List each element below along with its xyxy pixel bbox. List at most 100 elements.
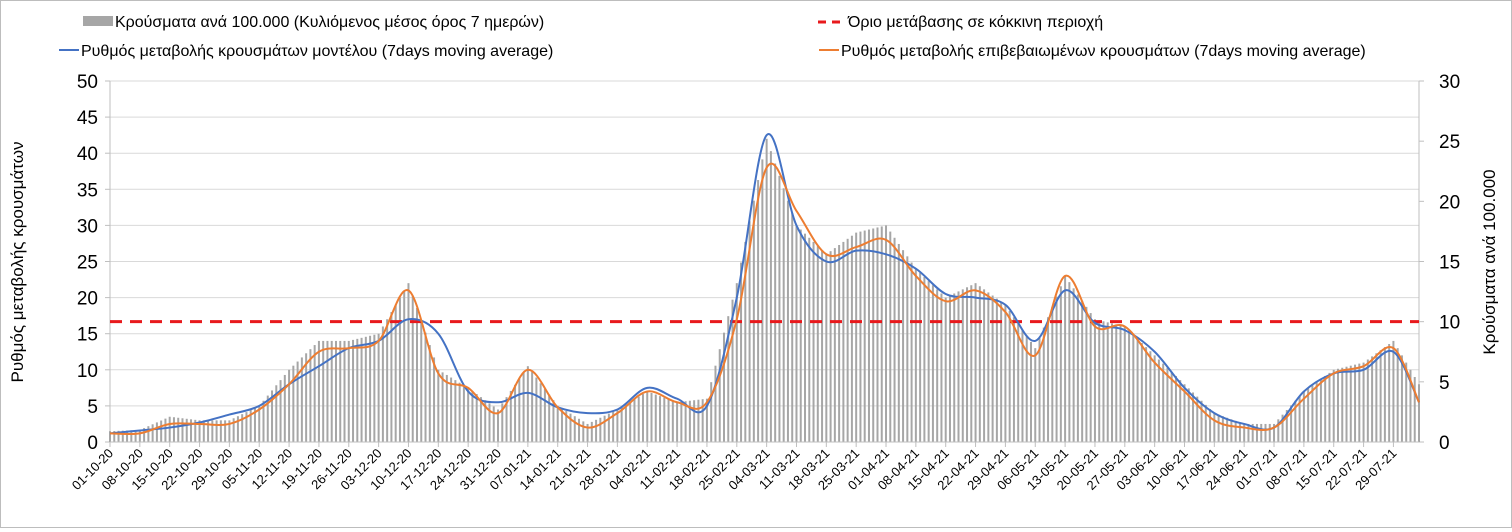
model-rate-line (109, 133, 1420, 435)
bar (1413, 377, 1416, 442)
bar (654, 394, 657, 442)
bar (1004, 304, 1007, 442)
bar (1247, 423, 1250, 442)
bar (1213, 413, 1216, 442)
legend-label-threshold: Όριο μετάβασης σε κόκκινη περιοχή (847, 14, 1103, 31)
y2-tick-label: 0 (1439, 433, 1450, 454)
bar (249, 410, 252, 442)
bar (578, 418, 581, 442)
bar (778, 175, 781, 443)
bar (172, 417, 175, 442)
bar (1234, 420, 1237, 442)
bar (663, 397, 666, 442)
bar (710, 382, 713, 442)
bar (829, 251, 832, 442)
bar (1196, 396, 1199, 442)
bar (1064, 275, 1067, 442)
y-tick-label: 15 (77, 325, 98, 346)
bar (995, 298, 998, 442)
bar (893, 237, 896, 442)
bar (151, 424, 154, 442)
bar (812, 241, 815, 442)
bar (850, 235, 853, 442)
bar (228, 420, 231, 442)
bar (309, 349, 312, 442)
bar (1153, 355, 1156, 442)
bar (680, 401, 683, 442)
bar (1012, 317, 1015, 442)
bar (177, 417, 180, 442)
bar (1051, 306, 1054, 442)
y2-tick-label: 10 (1439, 313, 1460, 334)
bar (1204, 404, 1207, 442)
bar (629, 401, 632, 442)
bar (339, 340, 342, 442)
bar (953, 293, 956, 442)
bar (403, 290, 406, 442)
bar (1111, 323, 1114, 442)
bar (633, 399, 636, 442)
y-tick-label: 45 (77, 108, 98, 129)
bar (863, 230, 866, 442)
bar (1281, 414, 1284, 442)
bar (718, 349, 721, 442)
bar (1076, 294, 1079, 442)
bar (931, 285, 934, 442)
bar (535, 377, 538, 442)
bar (352, 339, 355, 442)
bar (612, 411, 615, 442)
bar (155, 422, 158, 442)
bar (667, 399, 670, 442)
bar (944, 297, 947, 442)
bar (821, 250, 824, 442)
bar (441, 372, 444, 442)
bar (326, 340, 329, 442)
bar (714, 365, 717, 442)
bar (582, 421, 585, 442)
bar (786, 200, 789, 442)
bar (983, 289, 986, 442)
bar (1008, 311, 1011, 442)
bar (641, 394, 644, 442)
bar (241, 414, 244, 442)
bar (624, 404, 627, 442)
bar (846, 238, 849, 442)
bar (560, 408, 563, 442)
bar (616, 409, 619, 442)
bar (1226, 417, 1229, 442)
bar (364, 336, 367, 442)
bar (556, 405, 559, 442)
bar (804, 233, 807, 442)
bar (475, 394, 478, 442)
bar (1255, 423, 1258, 442)
bar (1166, 367, 1169, 442)
bar (782, 188, 785, 442)
bar (266, 395, 269, 442)
bar (595, 419, 598, 442)
y2-tick-label: 15 (1439, 253, 1460, 274)
bar (744, 241, 747, 442)
bar (855, 232, 858, 442)
bar (1336, 368, 1339, 442)
bar (377, 333, 380, 442)
bar (1298, 396, 1301, 442)
bar (1034, 348, 1037, 442)
bar (735, 283, 738, 442)
bar (147, 426, 150, 442)
bar (1345, 366, 1348, 442)
y-tick-label: 25 (77, 253, 98, 274)
bar (552, 400, 555, 442)
bar (867, 229, 870, 442)
bar (1285, 410, 1288, 442)
bar (168, 416, 171, 442)
bar (428, 345, 431, 442)
bar (765, 138, 768, 442)
bar (207, 420, 210, 442)
bar (181, 418, 184, 442)
bar (646, 391, 649, 442)
bar (1315, 382, 1318, 442)
y-tick-label: 30 (77, 216, 98, 237)
bar (876, 227, 879, 442)
y2-tick-label: 25 (1439, 132, 1460, 153)
